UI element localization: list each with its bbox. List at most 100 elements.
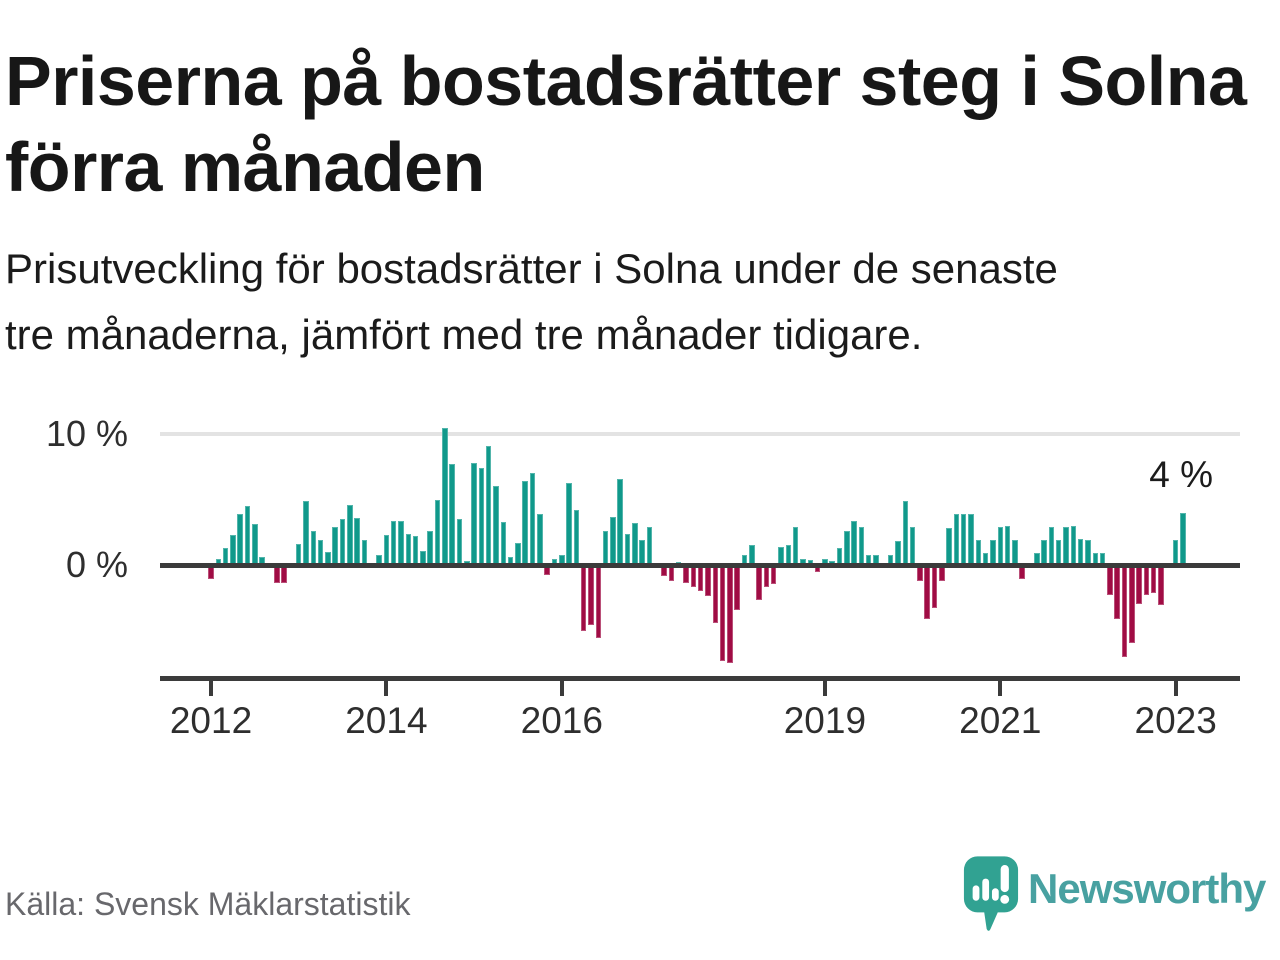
bar-2018-09 (792, 527, 799, 565)
bar-2020-06 (946, 528, 952, 565)
bar-2021-12 (1077, 538, 1084, 565)
exclamation-stem (1000, 865, 1009, 893)
bar-2022-04 (1107, 567, 1113, 595)
bar-2013-03 (310, 530, 317, 565)
y-axis-label-10: 10 % (45, 413, 128, 454)
title-line-2: förra månaden (5, 128, 485, 206)
y-axis-label-0: 0 % (65, 544, 128, 585)
bar-2013-06 (332, 527, 338, 565)
source-caption: Källa: Svensk Mäklarstatistik (5, 886, 411, 922)
bar-2016-03 (573, 510, 580, 565)
bar-2020-09 (968, 513, 974, 565)
bar-2022-01 (1085, 540, 1091, 565)
x-tick-label-2016: 2016 (520, 700, 603, 741)
subtitle-line-1: Prisutveckling för bostadsrätter i Solna… (5, 245, 1058, 292)
bar-2012-10 (274, 567, 280, 583)
bar-2021-10 (1063, 527, 1069, 565)
bar-2020-04 (931, 567, 938, 608)
bar-2018-04 (756, 567, 762, 600)
bar-2020-12 (990, 540, 996, 565)
bar-2014-03 (398, 520, 404, 565)
bar-2022-07 (1129, 567, 1135, 643)
bar-2019-11 (895, 541, 901, 565)
bar-2022-05 (1114, 567, 1120, 620)
title-line-1: Priserna på bostadsrätter steg i Solna (5, 42, 1247, 120)
bar-2017-08 (697, 567, 704, 591)
bar-2015-09 (529, 473, 536, 565)
bar-2016-09 (617, 478, 623, 565)
bar-2016-10 (624, 533, 631, 565)
bar-2022-06 (1121, 567, 1128, 658)
bar-2012-05 (237, 513, 243, 565)
bar-2022-10 (1150, 567, 1157, 594)
bar-2015-07 (515, 542, 521, 565)
zero-baseline (160, 563, 1240, 568)
x-tick-2012 (209, 681, 213, 696)
chart-bar-3 (991, 888, 999, 901)
x-tick-label-2014: 2014 (345, 700, 428, 741)
bar-2017-03 (661, 567, 667, 577)
bar-2012-06 (244, 506, 251, 565)
bar-2021-11 (1070, 525, 1077, 565)
bar-2023-01 (1172, 540, 1179, 565)
bar-2015-04 (493, 486, 499, 565)
bar-2012-01 (208, 567, 214, 579)
bar-2020-01 (909, 527, 916, 565)
page-title: Priserna på bostadsrätter steg i Solna f… (5, 38, 1277, 210)
bar-2022-08 (1136, 567, 1142, 604)
bar-2018-01 (734, 567, 740, 611)
bar-2021-09 (1055, 540, 1062, 565)
bar-2016-07 (602, 530, 609, 565)
exclamation-dot (1000, 894, 1010, 904)
bar-2019-05 (851, 520, 857, 565)
speech-bubble-shape (963, 856, 1019, 931)
bar-2021-08 (1048, 527, 1055, 565)
bar-2014-08 (434, 499, 441, 565)
bar-2013-04 (317, 540, 324, 565)
bar-2017-01 (646, 527, 653, 565)
bar-2019-06 (858, 527, 865, 565)
bar-2014-09 (442, 427, 448, 565)
bar-2018-06 (770, 567, 777, 584)
chart-bar-1 (972, 885, 980, 901)
bar-2022-09 (1143, 567, 1150, 595)
bar-2017-09 (705, 567, 711, 596)
bar-2013-07 (339, 519, 346, 565)
bar-2013-01 (295, 544, 302, 565)
bar-2020-08 (960, 513, 967, 565)
bar-2021-02 (1004, 525, 1011, 565)
x-tick-2021 (998, 681, 1003, 696)
bar-2014-04 (405, 533, 412, 565)
x-tick-label-2019: 2019 (783, 700, 867, 741)
bar-2016-04 (580, 567, 587, 632)
bar-2021-04 (1019, 567, 1025, 579)
x-axis-line (160, 676, 1240, 681)
bar-2012-04 (230, 534, 236, 565)
bar-2013-09 (354, 517, 360, 565)
bar-2020-07 (953, 513, 960, 565)
bar-2017-04 (668, 567, 675, 582)
bar-2017-12 (727, 567, 733, 663)
brand-wordmark: Newsworthy (1028, 865, 1266, 912)
newsworthy-logo: Newsworthy (962, 850, 1278, 940)
gridline-10-percent (160, 432, 1240, 436)
bar-2019-12 (902, 500, 909, 565)
x-tick-2014 (384, 681, 389, 696)
bar-2014-05 (412, 536, 419, 565)
bar-2014-11 (456, 519, 463, 565)
x-tick-2016 (559, 681, 564, 696)
bar-2022-11 (1158, 567, 1164, 605)
x-tick-2023 (1173, 681, 1178, 696)
bar-2016-08 (610, 516, 616, 565)
bar-2014-01 (383, 534, 390, 565)
bar-2015-02 (478, 468, 485, 565)
bar-2020-02 (917, 567, 923, 582)
bar-2015-05 (500, 521, 507, 565)
bar-2017-11 (719, 567, 726, 662)
subtitle-line-2: tre månaderna, jämfört med tre månader t… (5, 311, 923, 358)
last-value-annotation: 4 % (1149, 454, 1213, 495)
bar-2013-02 (303, 500, 309, 565)
bar-2015-11 (544, 567, 550, 575)
bar-2014-07 (427, 530, 433, 565)
bar-2013-10 (361, 540, 368, 565)
